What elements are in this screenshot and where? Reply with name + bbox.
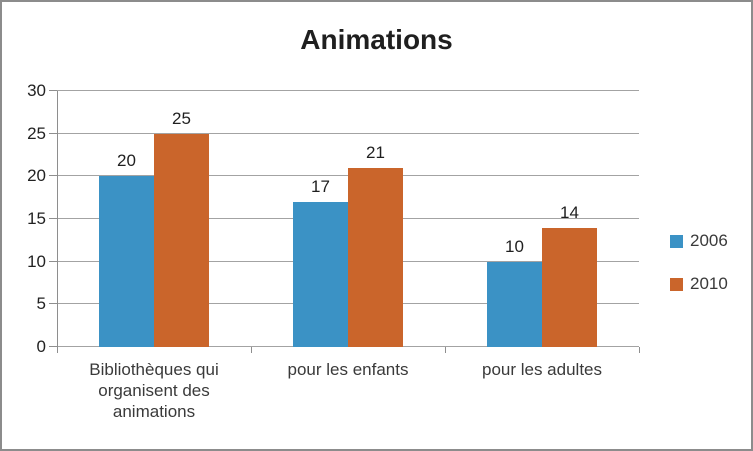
bar-2006-2 xyxy=(487,262,542,347)
legend-swatch-2006 xyxy=(670,234,683,248)
bar-2006-1 xyxy=(293,202,348,347)
legend-label-2010: 2010 xyxy=(690,274,728,293)
data-label-2006-0: 20 xyxy=(117,151,136,170)
bar-2006-0 xyxy=(99,176,154,347)
legend-item-2010: 2010 xyxy=(670,273,728,295)
y-axis-line xyxy=(57,91,58,347)
x-axis-tick xyxy=(57,347,58,353)
y-axis-tick xyxy=(49,90,57,91)
legend-label-2006: 2006 xyxy=(690,231,728,250)
gridline xyxy=(57,90,639,91)
y-axis-tick xyxy=(49,133,57,134)
y-axis-tick xyxy=(49,303,57,304)
y-axis-tick xyxy=(49,218,57,219)
bar-2010-2 xyxy=(542,228,597,347)
y-tick-label: 30 xyxy=(27,81,46,100)
x-axis-tick xyxy=(251,347,252,353)
bar-2010-1 xyxy=(348,168,403,347)
data-label-2006-1: 17 xyxy=(311,177,330,196)
data-label-2010-1: 21 xyxy=(366,143,385,162)
legend-item-2006: 2006 xyxy=(670,230,728,252)
y-tick-label: 0 xyxy=(36,337,46,356)
y-tick-label: 15 xyxy=(27,209,46,228)
chart-title: Animations xyxy=(300,24,453,55)
category-label: Bibliothèques qui organisent des animati… xyxy=(89,360,219,421)
y-axis-tick xyxy=(49,346,57,347)
y-tick-label: 10 xyxy=(27,252,46,271)
y-tick-label: 5 xyxy=(36,294,46,313)
x-axis-tick xyxy=(639,347,640,353)
y-axis-tick xyxy=(49,175,57,176)
data-label-2010-2: 14 xyxy=(560,203,579,222)
bar-2010-0 xyxy=(154,134,209,347)
y-tick-label: 25 xyxy=(27,124,46,143)
category-label: pour les enfants xyxy=(287,360,409,379)
y-tick-label: 20 xyxy=(27,166,46,185)
data-label-2010-0: 25 xyxy=(172,109,191,128)
gridline xyxy=(57,133,639,134)
category-label: pour les adultes xyxy=(481,360,603,379)
data-label-2006-2: 10 xyxy=(505,237,524,256)
legend-swatch-2010 xyxy=(670,277,683,291)
y-axis-tick xyxy=(49,261,57,262)
x-axis-tick xyxy=(445,347,446,353)
